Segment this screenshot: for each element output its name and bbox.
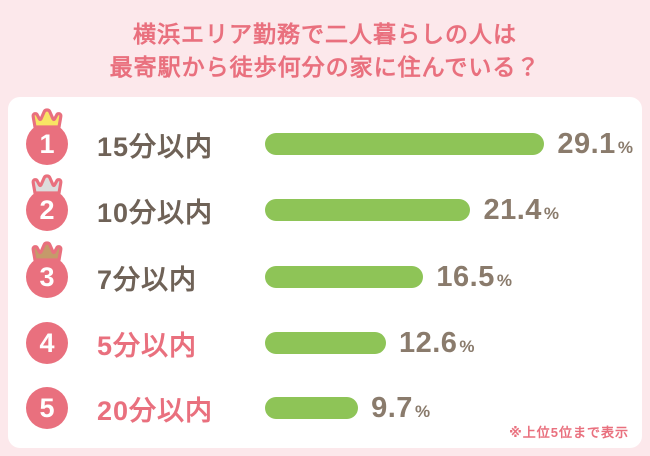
rank-row-1: 1 15分以内 29.1 %	[26, 108, 633, 166]
rank-row-3: 3 7分以内 16.5 %	[26, 241, 626, 299]
rank-5-badge: 5	[26, 387, 68, 429]
rank-4-badge: 4	[26, 322, 68, 364]
bar	[265, 133, 545, 155]
bar	[265, 397, 359, 419]
bar	[265, 266, 424, 288]
rank-row-5: 5 20分以内 9.7 %	[26, 386, 626, 430]
rank-number: 1	[39, 129, 55, 159]
bar	[265, 332, 386, 354]
percent-sign: %	[459, 336, 475, 356]
value-number: 9.7	[371, 391, 413, 424]
rank-1-badge: 1	[26, 108, 68, 165]
rank-row-4: 4 5分以内 12.6 %	[26, 321, 626, 365]
value-number: 12.6	[398, 326, 458, 359]
title-line-1: 横浜エリア勤務で二人暮らしの人は	[133, 20, 517, 47]
rank-2-badge: 2	[26, 174, 68, 231]
title-line-2: 最寄駅から徒歩何分の家に住んでいる？	[109, 53, 541, 80]
bronze-crown-icon	[31, 241, 63, 262]
rank-3-badge: 3	[26, 241, 68, 298]
percent-sign: %	[543, 203, 560, 223]
value-label: 12.6 %	[399, 327, 475, 360]
rank-number: 4	[39, 328, 55, 358]
chart-title: 横浜エリア勤務で二人暮らしの人は 最寄駅から徒歩何分の家に住んでいる？	[0, 0, 650, 97]
category-label: 7分以内	[97, 264, 198, 295]
silver-crown-icon	[31, 174, 63, 195]
footnote: ※上位5位まで表示	[509, 425, 629, 440]
value-number: 16.5	[436, 260, 495, 293]
value-number: 29.1	[557, 127, 616, 160]
value-number: 21.4	[483, 193, 542, 226]
value-label: 9.7 %	[371, 392, 430, 425]
rank-row-2: 2 10分以内 21.4 %	[26, 174, 626, 232]
category-label: 10分以内	[97, 197, 214, 228]
rank-number: 3	[39, 262, 55, 292]
category-label: 20分以内	[97, 395, 214, 426]
value-label: 29.1 %	[557, 128, 633, 161]
bar	[265, 199, 471, 221]
percent-sign: %	[617, 137, 633, 157]
gold-crown-icon	[31, 108, 63, 129]
value-label: 21.4 %	[483, 194, 559, 227]
percent-sign: %	[414, 401, 431, 421]
percent-sign: %	[496, 270, 512, 290]
value-label: 16.5 %	[436, 261, 512, 294]
rank-number: 2	[39, 195, 55, 225]
category-label: 15分以内	[97, 131, 214, 162]
category-label: 5分以内	[97, 330, 198, 361]
rank-number: 5	[39, 393, 55, 423]
ranking-panel: 1 15分以内 29.1 % 2 10分以内 21.4 % 3 7分以内	[8, 97, 642, 448]
